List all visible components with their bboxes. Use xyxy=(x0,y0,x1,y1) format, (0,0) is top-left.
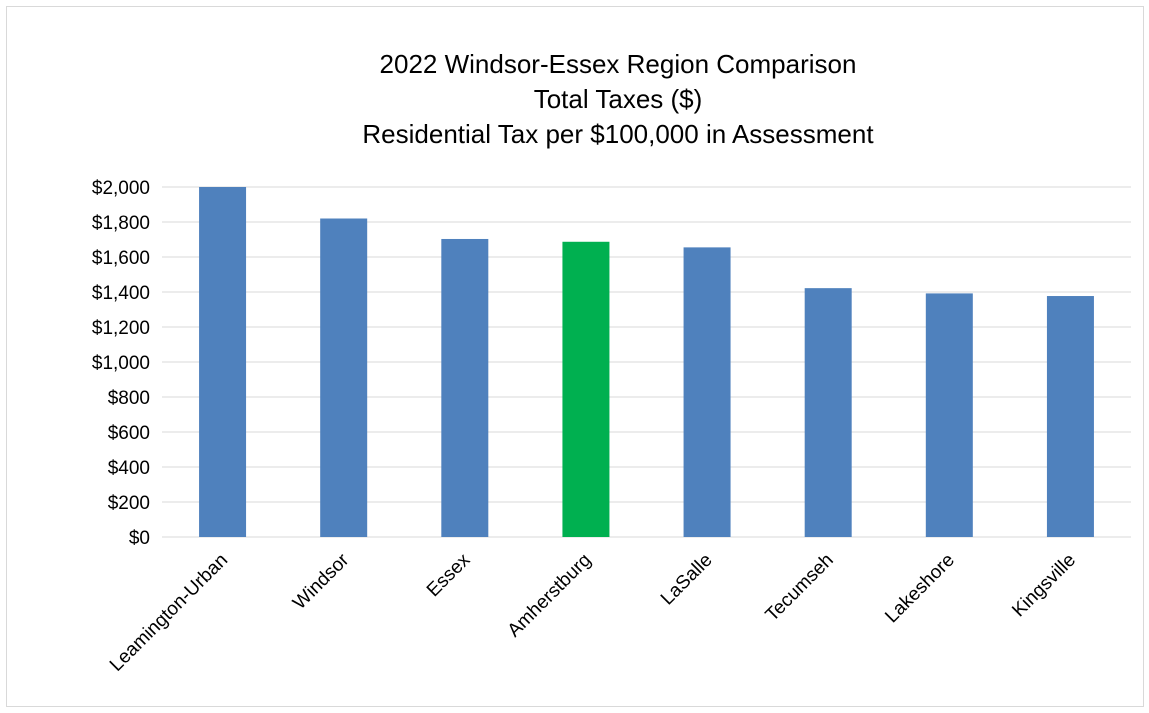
chart-title: 2022 Windsor-Essex Region Comparison Tot… xyxy=(362,49,874,149)
chart-frame: 2022 Windsor-Essex Region Comparison Tot… xyxy=(6,6,1144,707)
y-tick-label: $1,800 xyxy=(92,213,150,234)
x-category-label: Leamington-Urban xyxy=(106,550,232,676)
y-tick-label: $2,000 xyxy=(92,178,150,199)
bar-lakeshore xyxy=(925,293,973,537)
x-category-label: Kingsville xyxy=(1008,550,1080,622)
chart-title-line-1: 2022 Windsor-Essex Region Comparison xyxy=(380,49,857,79)
y-tick-label: $1,400 xyxy=(92,283,150,304)
bar-essex xyxy=(441,238,489,537)
y-tick-label: $400 xyxy=(108,458,150,479)
bar-windsor xyxy=(320,218,368,537)
x-axis-category-labels: Leamington-Urban Windsor Essex Amherstburg L… xyxy=(106,549,1080,676)
y-tick-label: $200 xyxy=(108,493,150,514)
x-category-label: Amherstburg xyxy=(504,550,596,642)
x-category-label: LaSalle xyxy=(657,550,717,610)
x-category-label: Windsor xyxy=(289,549,354,614)
x-category-label: Tecumseh xyxy=(762,550,838,626)
gridlines xyxy=(162,186,1131,538)
x-category-label: Essex xyxy=(423,549,475,601)
y-tick-label: $0 xyxy=(129,528,150,549)
y-tick-label: $1,000 xyxy=(92,353,150,374)
y-tick-label: $1,600 xyxy=(92,248,150,269)
bars xyxy=(199,187,1094,537)
y-tick-label: $800 xyxy=(108,388,150,409)
bar-leamington-urban xyxy=(199,187,247,537)
bar-amherstburg xyxy=(562,241,610,537)
bar-chart: 2022 Windsor-Essex Region Comparison Tot… xyxy=(92,49,1131,676)
bar-kingsville xyxy=(1046,296,1094,537)
y-tick-label: $1,200 xyxy=(92,318,150,339)
chart-title-line-3: Residential Tax per $100,000 in Assessme… xyxy=(362,119,874,149)
y-axis-tick-labels: $0 $200 $400 $600 $800 $1,000 $1,200 $1,400 $1,6… xyxy=(92,178,150,549)
y-tick-label: $600 xyxy=(108,423,150,444)
chart-title-line-2: Total Taxes ($) xyxy=(534,84,703,114)
x-category-label: Lakeshore xyxy=(881,550,959,628)
bar-lasalle xyxy=(683,247,731,537)
bar-tecumseh xyxy=(804,288,852,537)
